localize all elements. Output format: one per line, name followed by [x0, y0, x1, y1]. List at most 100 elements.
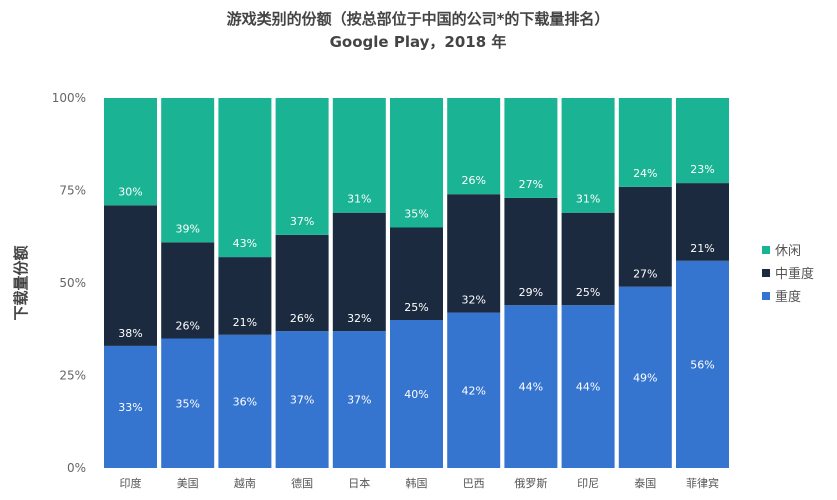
bar-segment	[447, 312, 501, 468]
data-label: 44%	[576, 381, 600, 394]
bar-group: 56% 21% 23%	[676, 98, 729, 468]
x-tick-label: 越南	[234, 476, 256, 490]
bar-segment	[104, 345, 157, 468]
bar-group: 37% 26% 37%	[275, 98, 329, 468]
bar-segment	[275, 234, 329, 332]
bar-group: 37% 32% 31%	[332, 98, 386, 468]
bar-segment	[104, 205, 157, 346]
chart-subtitle: Google Play，2018 年	[330, 33, 507, 51]
bar-segment	[676, 98, 729, 184]
bar-group: 42% 32% 26%	[447, 98, 501, 468]
data-label: 49%	[633, 371, 657, 384]
bar-segment	[390, 227, 443, 320]
x-tick-label: 韩国	[406, 476, 428, 490]
bar-segment	[561, 305, 615, 468]
bar-group: 36% 21% 43%	[218, 98, 272, 468]
bar-group: 35% 26% 39%	[161, 98, 215, 468]
bar-group: 44% 29% 27%	[504, 98, 558, 468]
bar-segment	[161, 338, 215, 468]
bar-segment	[618, 186, 672, 287]
bar-segment	[676, 260, 729, 468]
data-label: 32%	[461, 294, 485, 307]
bar-segment	[504, 305, 558, 468]
data-label: 37%	[290, 215, 314, 228]
bar-group: 33% 38% 30%	[104, 98, 157, 468]
x-tick-label: 泰国	[634, 476, 656, 490]
data-label: 37%	[347, 394, 371, 407]
data-label: 44%	[519, 381, 543, 394]
y-tick-label: 25%	[59, 369, 86, 383]
legend-swatch	[762, 246, 770, 254]
bar-group: 49% 27% 24%	[618, 98, 672, 468]
data-label: 26%	[175, 320, 199, 333]
bar-segment	[561, 212, 615, 306]
bar-segment	[561, 98, 615, 213]
data-label: 56%	[690, 358, 714, 371]
bar-segment	[218, 98, 272, 258]
bar-segment	[275, 331, 329, 468]
data-label: 40%	[404, 388, 428, 401]
data-label: 27%	[633, 268, 657, 281]
bar-segment	[447, 98, 501, 195]
data-label: 26%	[290, 312, 314, 325]
bar-segment	[161, 98, 215, 243]
bar-group: 44% 25% 31%	[561, 98, 615, 468]
data-label: 31%	[347, 193, 371, 206]
bar-segment	[332, 212, 386, 332]
data-label: 36%	[233, 395, 257, 408]
data-label: 30%	[118, 185, 142, 198]
data-label: 24%	[633, 167, 657, 180]
y-tick-label: 50%	[59, 276, 86, 290]
data-label: 21%	[233, 316, 257, 329]
bar-segment	[332, 331, 386, 468]
bar-segment	[676, 183, 729, 261]
bar-segment	[104, 98, 157, 206]
data-label: 29%	[519, 286, 543, 299]
y-tick-label: 0%	[67, 461, 86, 475]
bar-segment	[218, 334, 272, 468]
legend-label: 重度	[775, 289, 801, 305]
legend-label: 休闲	[775, 244, 801, 259]
legend-swatch	[762, 292, 770, 300]
x-tick-label: 俄罗斯	[514, 477, 547, 490]
bar-segment	[618, 286, 672, 468]
data-label: 25%	[404, 301, 428, 314]
data-label: 27%	[519, 178, 543, 191]
data-label: 38%	[118, 327, 142, 340]
x-tick-label: 菲律宾	[686, 476, 719, 490]
bar-segment	[275, 98, 329, 235]
data-label: 39%	[175, 222, 199, 235]
y-tick-label: 100%	[52, 91, 86, 105]
data-label: 37%	[290, 394, 314, 407]
bar-segment	[332, 98, 386, 213]
legend-swatch	[762, 269, 770, 277]
bar-group: 40% 25% 35%	[390, 98, 443, 468]
data-label: 43%	[233, 237, 257, 250]
x-tick-label: 巴西	[463, 477, 485, 490]
data-label: 42%	[461, 384, 485, 397]
x-tick-label: 印尼	[577, 477, 599, 490]
bar-segment	[390, 98, 443, 228]
chart-title: 游戏类别的份额（按总部位于中国的公司*的下载量排名）	[227, 10, 610, 28]
data-label: 26%	[461, 174, 485, 187]
bar-segment	[447, 194, 501, 313]
x-tick-label: 德国	[291, 476, 313, 490]
data-label: 23%	[690, 163, 714, 176]
data-label: 31%	[576, 193, 600, 206]
x-tick-label: 印度	[120, 476, 142, 490]
legend-label: 中重度	[775, 266, 814, 282]
bar-segment	[218, 257, 272, 335]
data-label: 35%	[175, 397, 199, 410]
data-label: 21%	[690, 242, 714, 255]
bar-segment	[618, 98, 672, 187]
data-label: 33%	[118, 401, 142, 414]
bar-segment	[504, 98, 558, 198]
bar-segment	[390, 320, 443, 468]
y-tick-label: 75%	[59, 184, 86, 198]
data-label: 32%	[347, 312, 371, 325]
data-label: 35%	[404, 208, 428, 221]
x-tick-label: 美国	[177, 477, 199, 490]
bar-segment	[504, 197, 558, 306]
x-tick-label: 日本	[348, 476, 370, 490]
